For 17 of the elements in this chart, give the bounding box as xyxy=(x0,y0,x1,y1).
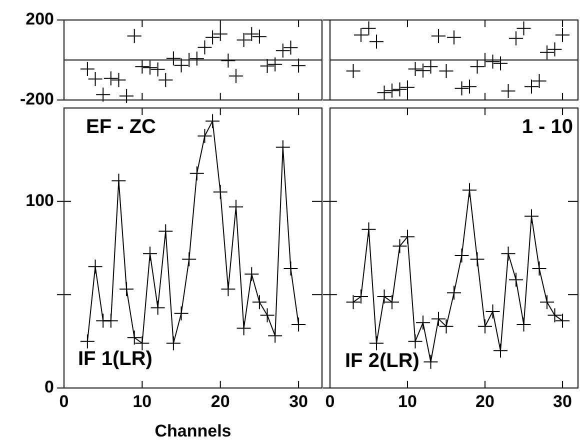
y-tick-label: 0 xyxy=(44,378,54,397)
annotation: IF 2(LR) xyxy=(345,350,420,373)
y-tick-label: 200 xyxy=(26,10,54,29)
annotation: EF - ZC xyxy=(86,116,156,139)
x-tick-label: 30 xyxy=(289,392,308,411)
annotation: IF 1(LR) xyxy=(78,348,152,371)
x-tick-label: 10 xyxy=(132,392,152,411)
x-tick-label: 0 xyxy=(325,392,335,411)
annotation: 1 - 10 xyxy=(522,116,573,139)
x-axis-title: Channels xyxy=(154,421,232,440)
y-tick-label: 100 xyxy=(26,191,54,210)
x-tick-label: 20 xyxy=(210,392,230,411)
x-tick-label: 0 xyxy=(59,392,69,411)
y-tick-label: -200 xyxy=(20,90,54,109)
x-tick-label: 30 xyxy=(553,392,572,411)
x-tick-label: 20 xyxy=(476,392,494,411)
x-tick-label: 10 xyxy=(398,392,417,411)
